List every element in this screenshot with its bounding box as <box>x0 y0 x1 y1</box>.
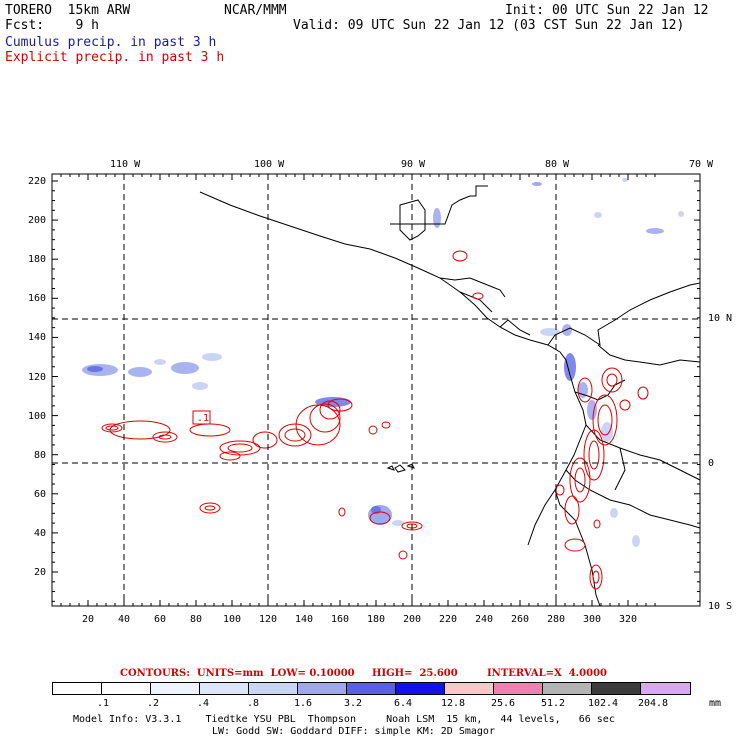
color-scale-cell <box>298 683 347 694</box>
color-scale-cell <box>102 683 151 694</box>
contour-interval: INTERVAL=X 4.0000 <box>487 668 607 679</box>
x-tick-label: 300 <box>583 614 602 625</box>
y-tick-label: 100 <box>28 410 47 422</box>
max-label: .1 <box>197 413 209 424</box>
y-tick-label: 60 <box>34 488 47 500</box>
color-scale-cell <box>641 683 690 694</box>
color-scale-label: 25.6 <box>490 698 516 709</box>
lon-label-110w: 110 W <box>110 159 141 170</box>
org-name: NCAR/MMM <box>224 3 287 18</box>
map-frame <box>51 173 701 607</box>
color-scale-label: 1.6 <box>293 698 313 709</box>
color-scale-label: 102.4 <box>587 698 619 709</box>
lat-label-10n: 10 N <box>708 313 733 324</box>
x-tick-label: 40 <box>118 614 131 625</box>
color-scale-cell <box>151 683 200 694</box>
x-tick-label: 280 <box>547 614 566 625</box>
y-tick-label: 40 <box>34 527 47 539</box>
lon-label-90w: 90 W <box>401 159 426 170</box>
x-tick-label: 220 <box>439 614 458 625</box>
x-tick-label: 240 <box>475 614 494 625</box>
color-scale-label: 12.8 <box>440 698 466 709</box>
x-tick-label: 160 <box>331 614 350 625</box>
lat-lon-grid <box>52 174 700 606</box>
lat-label-0: 0 <box>708 458 715 469</box>
color-scale-label: .1 <box>96 698 110 709</box>
valid-time: Valid: 09 UTC Sun 22 Jan 12 (03 CST Sun … <box>293 18 685 33</box>
y-tick-label: 220 <box>28 176 47 187</box>
explicit-precip <box>101 250 649 590</box>
y-tick-label: 160 <box>28 293 47 305</box>
y-tick-label: 120 <box>28 371 47 383</box>
color-scale-unit: mm <box>709 698 722 709</box>
lon-label-100w: 100 W <box>254 159 285 170</box>
y-tick-label: 20 <box>34 567 47 578</box>
x-tick-label: 260 <box>511 614 530 625</box>
x-tick-label: 180 <box>367 614 386 625</box>
color-scale-cell <box>347 683 396 694</box>
model-info: Model Info: V3.3.1 Tiedtke YSU PBL Thomp… <box>73 714 615 725</box>
max-label-box <box>192 410 211 425</box>
init-time: Init: 00 UTC Sun 22 Jan 12 <box>505 3 709 18</box>
y-tick-label: 180 <box>28 254 47 266</box>
x-tick-label: 320 <box>619 614 638 625</box>
x-tick-label: 20 <box>82 614 95 625</box>
y-tick-label: 140 <box>28 332 47 344</box>
x-tick-label: 120 <box>259 614 278 625</box>
color-scale-label: 3.2 <box>343 698 363 709</box>
contour-high: HIGH= 25.600 <box>372 668 458 679</box>
legend-cumulus: Cumulus precip. in past 3 h <box>5 35 217 50</box>
color-scale-cell <box>445 683 494 694</box>
color-scale-label: .4 <box>196 698 210 709</box>
y-tick-label: 80 <box>34 449 47 461</box>
color-scale-cell <box>249 683 298 694</box>
color-scale-label: .8 <box>246 698 260 709</box>
color-scale-cell <box>494 683 543 694</box>
coastlines <box>199 185 701 607</box>
forecast-hour: Fcst: 9 h <box>5 18 99 33</box>
cumulus-precip <box>82 178 684 547</box>
color-scale-cell <box>543 683 592 694</box>
x-tick-label: 140 <box>295 614 314 625</box>
color-scale-cell <box>592 683 641 694</box>
lon-label-70w: 70 W <box>689 159 714 170</box>
color-scale-cell <box>396 683 445 694</box>
axis-ticks <box>51 174 700 606</box>
model-name: TORERO 15km ARW <box>5 3 131 18</box>
x-tick-label: 100 <box>223 614 242 625</box>
x-tick-label: 60 <box>154 614 167 625</box>
legend-explicit: Explicit precip. in past 3 h <box>5 50 225 65</box>
color-scale-label: 6.4 <box>393 698 413 709</box>
color-scale-label: 51.2 <box>540 698 566 709</box>
y-tick-label: 200 <box>28 215 47 227</box>
color-scale-label: 204.8 <box>637 698 669 709</box>
color-scale-bar <box>52 682 691 695</box>
lat-label-10s: 10 S <box>708 601 733 612</box>
color-scale-label: .2 <box>146 698 160 709</box>
x-tick-label: 200 <box>403 614 422 625</box>
model-physics: LW: Godd SW: Goddard DIFF: simple KM: 2D… <box>212 726 495 737</box>
x-tick-label: 80 <box>190 614 203 625</box>
lon-label-80w: 80 W <box>545 159 570 170</box>
color-scale-cell <box>200 683 249 694</box>
contour-units: CONTOURS: UNITS=mm LOW= 0.10000 <box>120 668 355 679</box>
color-scale-cell <box>53 683 102 694</box>
